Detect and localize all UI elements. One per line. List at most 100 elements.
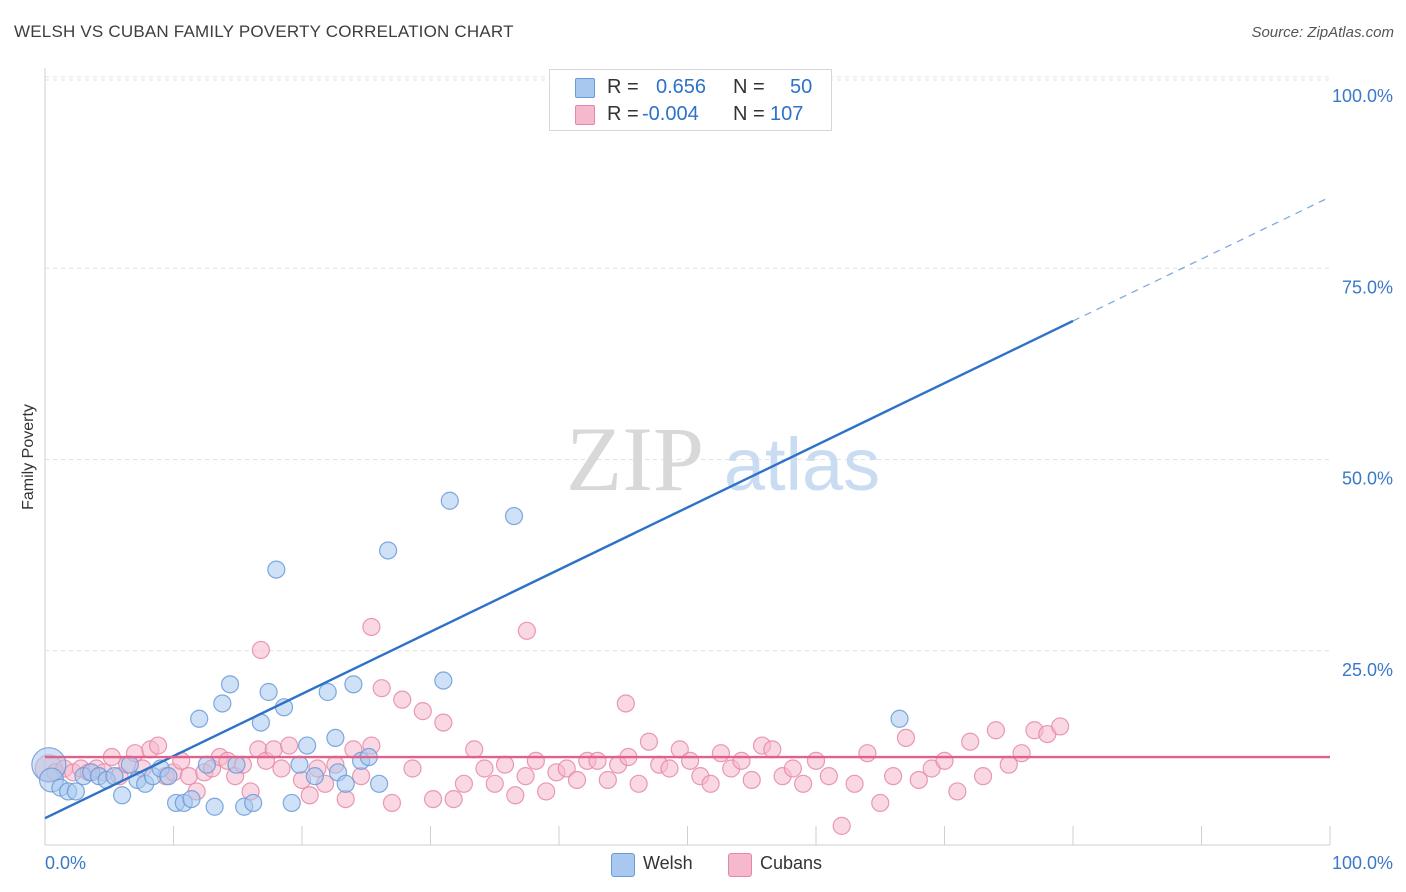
point-welsh xyxy=(378,541,398,560)
point-welsh xyxy=(267,560,286,579)
stats-r-value: 0.656 xyxy=(656,76,707,98)
point-cubans xyxy=(403,759,422,778)
point-cubans xyxy=(961,732,980,751)
point-cubans xyxy=(909,770,928,790)
point-cubans xyxy=(660,759,679,778)
point-cubans xyxy=(763,740,782,759)
point-cubans xyxy=(973,767,993,786)
point-cubans xyxy=(495,755,515,774)
point-cubans xyxy=(516,767,535,786)
stats-n-label: N = xyxy=(733,76,765,98)
point-cubans xyxy=(517,621,536,640)
point-cubans xyxy=(1051,717,1070,736)
watermark-zip: ZIP xyxy=(566,408,704,510)
trend-line-welsh xyxy=(44,319,1074,820)
trend-lines xyxy=(44,196,1331,820)
point-cubans xyxy=(896,728,916,748)
stats-swatch-cubans xyxy=(575,105,595,125)
point-cubans xyxy=(742,770,761,790)
point-cubans xyxy=(526,751,545,770)
stats-r-label: R = xyxy=(607,76,639,98)
watermark: ZIP atlas xyxy=(566,408,880,510)
point-cubans xyxy=(794,774,813,793)
point-welsh xyxy=(120,755,139,774)
point-welsh xyxy=(213,694,232,713)
point-cubans xyxy=(352,767,371,786)
legend-swatch-welsh xyxy=(611,853,635,877)
axis-layer xyxy=(44,68,1331,846)
point-welsh xyxy=(159,767,178,786)
source-label: Source: ZipAtlas.com xyxy=(1251,24,1394,41)
point-cubans xyxy=(454,774,474,793)
watermark-atlas: atlas xyxy=(724,423,880,506)
point-cubans xyxy=(986,721,1006,740)
point-cubans xyxy=(485,774,504,793)
point-welsh xyxy=(182,789,201,809)
point-cubans xyxy=(475,759,494,778)
point-welsh xyxy=(197,755,217,774)
point-welsh xyxy=(305,767,324,786)
point-cubans xyxy=(783,759,802,778)
point-cubans xyxy=(1012,744,1031,763)
point-cubans xyxy=(537,782,556,801)
point-cubans xyxy=(806,751,826,770)
point-cubans xyxy=(948,782,967,801)
point-welsh xyxy=(205,797,224,816)
y-tick-label: 75.0% xyxy=(1342,277,1393,297)
point-cubans xyxy=(935,751,954,770)
legend-label-cubans: Cubans xyxy=(760,853,823,873)
point-cubans xyxy=(845,774,864,793)
point-welsh xyxy=(370,774,389,793)
point-cubans xyxy=(616,694,635,713)
point-cubans xyxy=(588,751,607,770)
point-cubans xyxy=(300,786,319,805)
point-welsh xyxy=(220,675,240,694)
stats-r-value: -0.004 xyxy=(642,103,699,125)
point-cubans xyxy=(832,816,851,835)
point-cubans xyxy=(858,744,877,763)
point-cubans xyxy=(382,793,402,813)
point-welsh xyxy=(190,709,209,728)
point-cubans xyxy=(680,751,700,770)
series-welsh-points xyxy=(31,70,909,816)
point-welsh xyxy=(244,793,263,813)
point-cubans xyxy=(434,713,453,732)
point-welsh xyxy=(440,491,459,510)
point-cubans xyxy=(465,740,484,759)
point-cubans xyxy=(557,759,576,778)
point-cubans xyxy=(567,770,587,790)
chart-title: WELSH VS CUBAN FAMILY POVERTY CORRELATIO… xyxy=(14,22,514,41)
legend-label-welsh: Welsh xyxy=(643,853,693,873)
point-welsh xyxy=(344,675,363,694)
point-welsh xyxy=(282,793,301,813)
point-welsh xyxy=(259,682,278,702)
stats-row-welsh: R = 0.656 N = 50 xyxy=(550,74,831,100)
stats-box: R = 0.656 N = 50 R = -0.004 N = 107 xyxy=(549,69,832,131)
point-cubans xyxy=(393,690,412,709)
point-welsh xyxy=(434,671,453,690)
point-cubans xyxy=(372,679,391,698)
point-cubans xyxy=(506,786,525,805)
point-cubans xyxy=(444,789,463,809)
point-cubans xyxy=(280,736,299,755)
stats-n-value: 50 xyxy=(790,76,813,98)
point-cubans xyxy=(639,732,659,751)
point-welsh xyxy=(318,682,337,702)
point-cubans xyxy=(711,744,731,763)
stats-swatch-welsh xyxy=(575,78,595,98)
x-tick-label: 100.0% xyxy=(1332,853,1393,873)
point-cubans xyxy=(148,736,168,755)
point-cubans xyxy=(701,774,720,793)
point-cubans xyxy=(732,751,751,770)
point-cubans xyxy=(598,770,617,790)
point-welsh xyxy=(336,774,355,793)
stats-n-value: 107 xyxy=(770,103,804,125)
x-tick-label: 0.0% xyxy=(45,853,86,873)
point-cubans xyxy=(871,793,890,813)
y-tick-label: 50.0% xyxy=(1342,469,1393,489)
point-cubans xyxy=(272,759,291,778)
y-tick-label: 100.0% xyxy=(1332,86,1393,106)
point-cubans xyxy=(179,767,199,786)
point-cubans xyxy=(629,774,648,793)
